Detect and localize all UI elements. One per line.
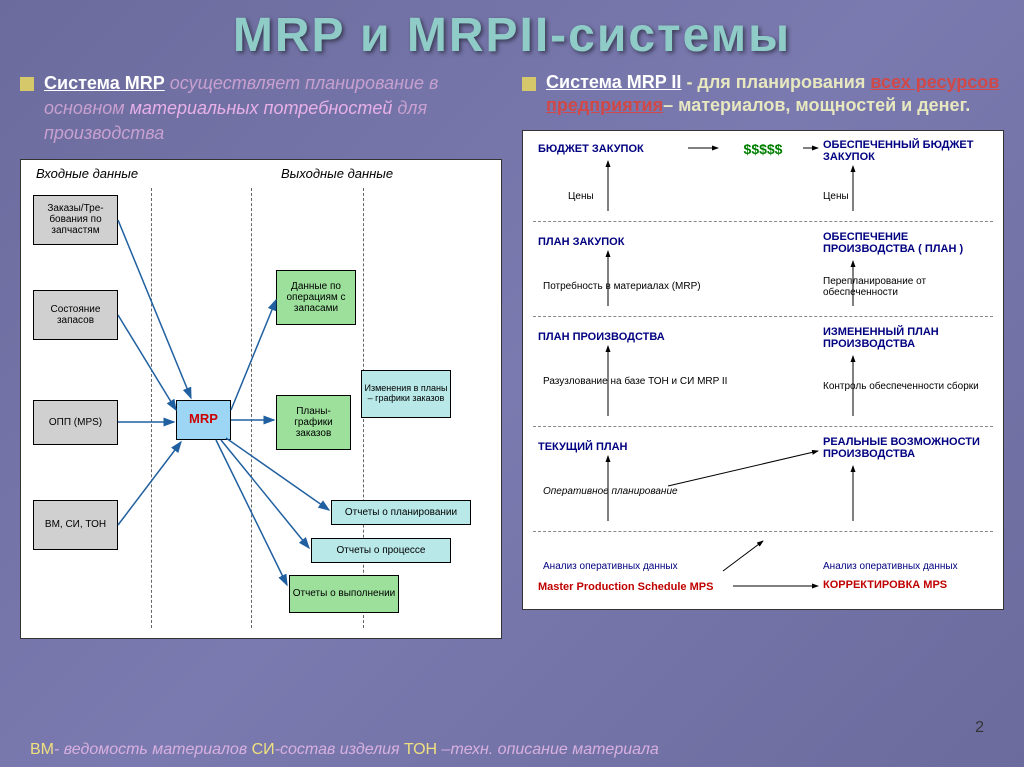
r3-sl: Разузлование на базе ТОН и СИ MRP II (543, 376, 743, 387)
box-rep-proc: Отчеты о процессе (311, 538, 451, 563)
page-number: 2 (975, 719, 984, 737)
left-intro: Система MRP осуществляет планирование в … (20, 71, 502, 147)
right-intro-r1: - для планирования (681, 72, 870, 92)
r5-r2: КОРРЕКТИРОВКА MPS (823, 579, 947, 591)
r3-left: ПЛАН ПРОИЗВОДСТВА (538, 331, 665, 343)
bullet-icon (522, 77, 536, 91)
dash-1 (151, 188, 152, 628)
r4-left: ТЕКУЩИЙ ПЛАН (538, 441, 627, 453)
dash-2 (251, 188, 252, 628)
footer-bm-t: - ведомость материалов (54, 741, 252, 758)
box-stock: Состояние запасов (33, 290, 118, 340)
mrp-diagram: Входные данные Выходные данные Заказы/Тр… (20, 159, 502, 639)
box-data-ops: Данные по операциям с запасами (276, 270, 356, 325)
r1-center: $$$$$ (723, 141, 803, 157)
slide-title: MRP и MRPII-системы (0, 0, 1024, 63)
content-columns: Система MRP осуществляет планирование в … (0, 63, 1024, 639)
footer-legend: ВМ- ведомость материалов СИ-состав издел… (30, 741, 659, 759)
r2-right: ОБЕСПЕЧЕНИЕ ПРОИЗВОДСТВА ( ПЛАН ) (823, 231, 993, 255)
right-intro: Система MRP II - для планирования всех р… (522, 71, 1004, 118)
left-intro-hl: материальных потребностей (130, 98, 393, 118)
box-rep-plan: Отчеты о планировании (331, 500, 471, 525)
footer-ton: ТОН (404, 741, 437, 758)
footer-si: СИ (252, 741, 275, 758)
right-intro-r2: – материалов, мощностей и денег. (663, 95, 970, 115)
box-bm: ВМ, СИ, ТОН (33, 500, 118, 550)
r1-left: БЮДЖЕТ ЗАКУПОК (538, 143, 644, 155)
footer-si-t: -состав изделия (275, 741, 404, 758)
box-orders: Заказы/Тре-бования по запчастям (33, 195, 118, 245)
r4-sl: Оперативное планирование (543, 486, 678, 497)
r3-right: ИЗМЕНЕННЫЙ ПЛАН ПРОИЗВОДСТВА (823, 326, 993, 350)
header-output: Выходные данные (281, 166, 393, 181)
footer-ton-t: –техн. описание материала (437, 741, 659, 758)
dash-r3 (533, 426, 993, 427)
r5-left: Master Production Schedule MPS (538, 581, 713, 593)
left-column: Система MRP осуществляет планирование в … (20, 71, 502, 639)
r2-sl: Потребность в материалах (MRP) (543, 281, 701, 292)
right-arrows (523, 131, 1003, 611)
box-opp: ОПП (MPS) (33, 400, 118, 445)
right-intro-strong: Система MRP II (546, 72, 681, 92)
box-plans: Планы-графики заказов (276, 395, 351, 450)
header-input: Входные данные (36, 166, 138, 181)
right-intro-text: Система MRP II - для планирования всех р… (546, 71, 1004, 118)
r1-sr: Цены (823, 191, 849, 202)
footer-bm: ВМ (30, 741, 54, 758)
dash-r1 (533, 221, 993, 222)
r2-left: ПЛАН ЗАКУПОК (538, 236, 624, 248)
r1-sl: Цены (568, 191, 594, 202)
r3-sr: Контроль обеспеченности сборки (823, 381, 993, 392)
bullet-icon (20, 77, 34, 91)
r5-r-dup: Анализ оперативных данных (823, 561, 958, 572)
r1-right: ОБЕСПЕЧЕННЫЙ БЮДЖЕТ ЗАКУПОК (823, 139, 983, 163)
box-mrp: MRP (176, 400, 231, 440)
dash-r4 (533, 531, 993, 532)
r5-r: Анализ оперативных данных (543, 561, 713, 572)
box-changes: Изменения в планы – графики заказов (361, 370, 451, 418)
dash-r2 (533, 316, 993, 317)
right-column: Система MRP II - для планирования всех р… (522, 71, 1004, 639)
r2-sr: Перепланирование от обеспеченности (823, 276, 983, 298)
r4-right: РЕАЛЬНЫЕ ВОЗМОЖНОСТИ ПРОИЗВОДСТВА (823, 436, 993, 460)
box-rep-exec: Отчеты о выполнении (289, 575, 399, 613)
left-intro-strong: Система MRP (44, 73, 165, 93)
left-intro-text: Система MRP осуществляет планирование в … (44, 71, 502, 147)
mrp2-diagram: БЮДЖЕТ ЗАКУПОК $$$$$ ОБЕСПЕЧЕННЫЙ БЮДЖЕТ… (522, 130, 1004, 610)
